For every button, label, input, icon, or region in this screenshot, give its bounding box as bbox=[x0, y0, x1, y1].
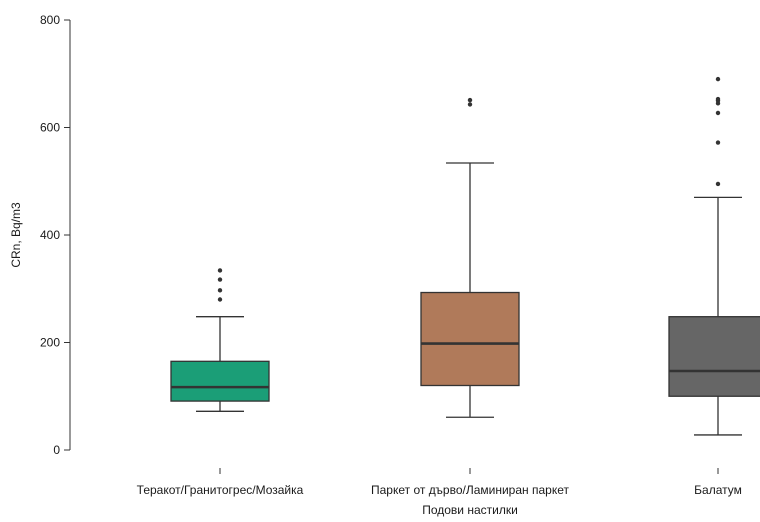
outlier-point bbox=[715, 140, 721, 145]
y-tick-label: 200 bbox=[40, 336, 60, 350]
outlier-point bbox=[715, 110, 721, 116]
y-tick-label: 600 bbox=[40, 121, 60, 135]
box-group bbox=[420, 97, 520, 418]
box-iqr bbox=[420, 291, 520, 387]
outlier-point bbox=[715, 96, 721, 102]
x-tick-label: Паркет от дърво/Ламиниран паркет bbox=[371, 483, 570, 497]
outlier-point bbox=[467, 97, 473, 103]
y-axis: 0 200 400 600 800 bbox=[40, 13, 71, 457]
x-tick-label: Теракот/Гранитогрес/Мозайка bbox=[137, 483, 304, 497]
outlier-point bbox=[217, 297, 223, 302]
box-iqr bbox=[668, 316, 760, 397]
box-group bbox=[668, 76, 760, 436]
box-group bbox=[170, 268, 270, 412]
outlier-point bbox=[217, 288, 223, 293]
x-tick-label: Балатум bbox=[694, 483, 742, 497]
outlier-point bbox=[217, 268, 223, 273]
outlier-point bbox=[467, 102, 473, 107]
outlier-point bbox=[715, 181, 721, 187]
plot-area bbox=[170, 76, 760, 436]
x-axis: Теракот/Гранитогрес/Мозайка Паркет от дър… bbox=[137, 468, 742, 497]
y-tick-label: 0 bbox=[53, 443, 60, 457]
box-iqr bbox=[170, 360, 270, 402]
y-tick-label: 400 bbox=[40, 228, 60, 242]
y-axis-title: CRn, Bq/m3 bbox=[9, 202, 23, 268]
outlier-point bbox=[715, 76, 721, 82]
x-axis-title: Подови настилки bbox=[422, 503, 518, 517]
y-tick-label: 800 bbox=[40, 13, 60, 27]
outlier-point bbox=[217, 277, 223, 282]
